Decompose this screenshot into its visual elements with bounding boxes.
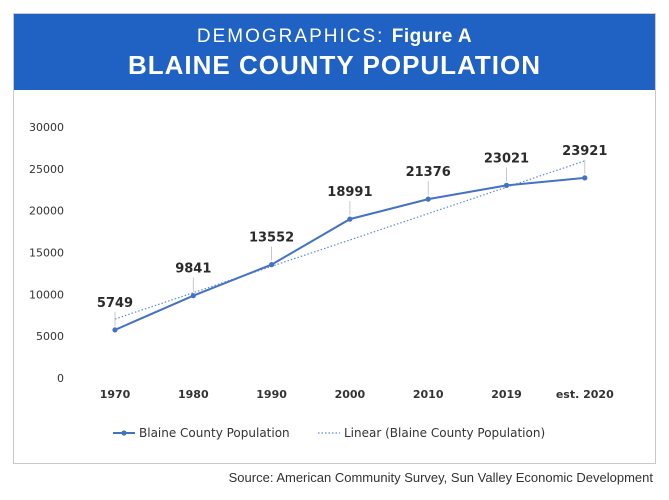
x-tick-label: 2000 xyxy=(335,388,366,401)
banner-subtitle: DEMOGRAPHICS: Figure A xyxy=(14,26,655,48)
y-tick-label: 10000 xyxy=(29,288,64,301)
data-label: 13552 xyxy=(249,231,294,246)
banner-figure: Figure A xyxy=(391,26,473,47)
population-series-line xyxy=(114,176,585,331)
x-tick-label: 1990 xyxy=(256,388,287,401)
population-data-point xyxy=(269,262,275,268)
y-tick-label: 30000 xyxy=(29,121,64,134)
data-label: 21376 xyxy=(406,165,451,180)
y-tick-label: 15000 xyxy=(29,247,64,260)
data-label: 5749 xyxy=(97,296,133,311)
x-tick-label: 2010 xyxy=(413,388,444,401)
y-tick-label: 5000 xyxy=(36,330,64,343)
y-tick-label: 20000 xyxy=(29,205,64,218)
population-data-point xyxy=(582,175,588,181)
population-data-point xyxy=(190,293,196,299)
population-data-point xyxy=(503,182,510,188)
legend-label-trendline: Linear (Blaine County Population) xyxy=(344,426,545,440)
y-tick-label: 25000 xyxy=(29,163,64,176)
data-label: 23021 xyxy=(484,151,529,166)
y-tick-label: 0 xyxy=(57,372,64,385)
x-tick-label: 2019 xyxy=(491,388,522,401)
x-tick-label: 1970 xyxy=(100,388,131,401)
data-label: 23921 xyxy=(562,144,607,159)
chart-frame: DEMOGRAPHICS: Figure A BLAINE COUNTY POP… xyxy=(13,13,656,464)
data-label: 18991 xyxy=(327,185,372,200)
source-note: Source: American Community Survey, Sun V… xyxy=(228,470,653,485)
data-label: 9841 xyxy=(175,262,211,277)
legend-marker-population xyxy=(121,430,127,436)
population-data-point xyxy=(347,216,353,222)
population-data-point xyxy=(425,196,431,202)
banner-title: BLAINE COUNTY POPULATION xyxy=(127,50,542,80)
legend-label-population: Blaine County Population xyxy=(139,426,290,440)
x-tick-label: est. 2020 xyxy=(556,388,614,401)
x-tick-label: 1980 xyxy=(178,388,209,401)
title-banner: DEMOGRAPHICS: Figure A BLAINE COUNTY POP… xyxy=(14,14,655,90)
banner-prefix: DEMOGRAPHICS: xyxy=(196,26,385,47)
population-data-point xyxy=(112,327,118,333)
